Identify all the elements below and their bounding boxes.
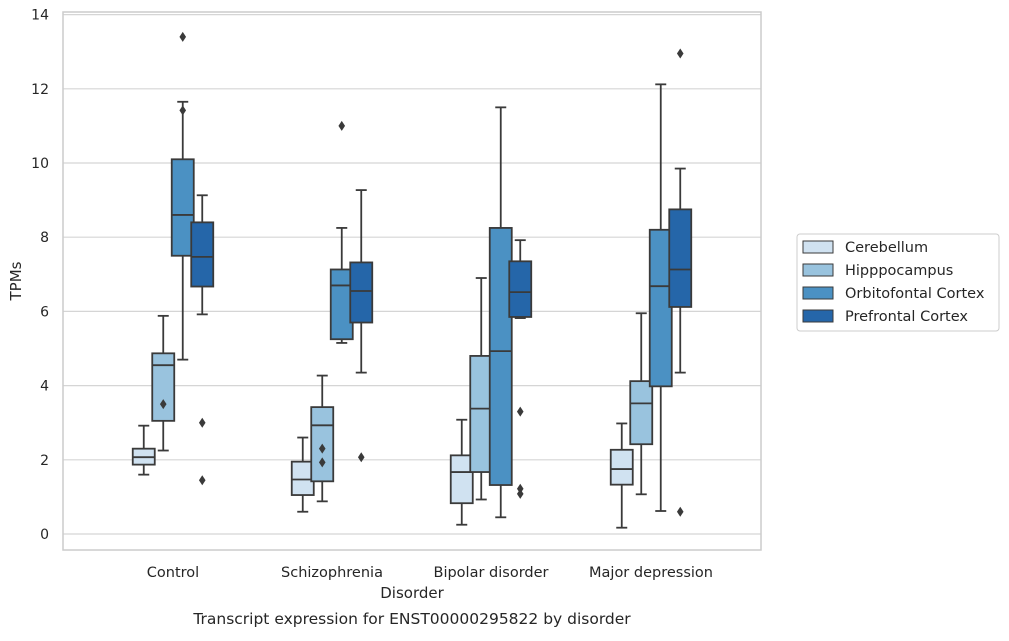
box-1-1 — [310, 374, 335, 503]
outlier-point — [159, 399, 167, 410]
y-tick-label: 4 — [40, 379, 49, 395]
boxes — [131, 31, 693, 529]
legend-swatch — [802, 240, 834, 254]
box-iqr — [508, 260, 533, 318]
x-axis-label: Disorder — [380, 584, 444, 602]
y-tick-label: 6 — [40, 304, 49, 320]
box-2-3 — [508, 239, 533, 499]
legend-label: Prefrontal Cortex — [845, 309, 968, 325]
x-tick-label: Control — [147, 565, 199, 581]
box-1-3 — [349, 189, 374, 463]
y-tick-label: 10 — [31, 156, 49, 172]
outlier-point — [516, 483, 524, 494]
outlier-point — [357, 452, 365, 463]
legend-swatch — [802, 286, 834, 300]
legend-label: Hipppocampus — [845, 263, 953, 279]
legend: Cerebellum Hipppocampus Orbitofontal Corte… — [796, 233, 1000, 332]
chart-caption: Transcript expression for ENST0000029582… — [192, 610, 631, 628]
outlier-point — [179, 105, 187, 116]
outlier-point — [318, 457, 326, 468]
box-2-2 — [488, 106, 513, 519]
legend-label: Orbitofontal Cortex — [845, 286, 985, 302]
box-iqr — [488, 227, 513, 486]
box-iqr — [151, 352, 176, 422]
x-tick-label: Bipolar disorder — [434, 565, 549, 581]
outlier-point — [676, 506, 684, 517]
box-iqr — [629, 380, 654, 446]
outlier-point — [516, 406, 524, 417]
box-1-2 — [329, 120, 354, 344]
box-iqr — [349, 261, 374, 324]
outlier-point — [198, 475, 206, 486]
outlier-point — [198, 417, 206, 428]
x-tick-label: Schizophrenia — [281, 565, 383, 581]
outlier-point — [338, 120, 346, 131]
legend-swatch — [802, 309, 834, 323]
box-iqr — [668, 208, 693, 308]
box-iqr — [449, 454, 474, 505]
box-0-0 — [131, 424, 156, 476]
x-tick-label: Major depression — [589, 565, 713, 581]
box-iqr — [648, 228, 673, 388]
box-iqr — [609, 448, 634, 486]
box-3-1 — [629, 312, 654, 496]
outlier-point — [676, 48, 684, 59]
outlier-point — [318, 443, 326, 454]
box-1-0 — [290, 436, 315, 513]
box-3-2 — [648, 83, 673, 512]
y-axis-label: TPMs — [7, 261, 25, 301]
box-0-3 — [190, 194, 215, 486]
plot-frame — [62, 11, 762, 551]
legend-frame — [796, 233, 1000, 332]
y-axis-ticks: 0 2 4 6 8 10 12 14 — [31, 8, 49, 543]
box-0-1 — [151, 314, 176, 452]
y-tick-label: 8 — [40, 230, 49, 246]
y-tick-label: 12 — [31, 82, 49, 98]
legend-label: Cerebellum — [845, 240, 928, 256]
legend-swatch — [802, 263, 834, 277]
x-axis-ticks: Control Schizophrenia Bipolar disorder Majo… — [147, 565, 713, 581]
box-2-0 — [449, 418, 474, 526]
box-3-0 — [609, 422, 634, 529]
box-iqr — [190, 221, 215, 288]
y-tick-label: 14 — [31, 8, 49, 24]
y-tick-label: 2 — [40, 453, 49, 469]
outlier-point — [516, 488, 524, 499]
box-0-2 — [170, 31, 195, 361]
box-iqr — [170, 158, 195, 257]
box-3-3 — [668, 48, 693, 517]
y-tick-label: 0 — [40, 527, 49, 543]
outlier-point — [179, 31, 187, 42]
